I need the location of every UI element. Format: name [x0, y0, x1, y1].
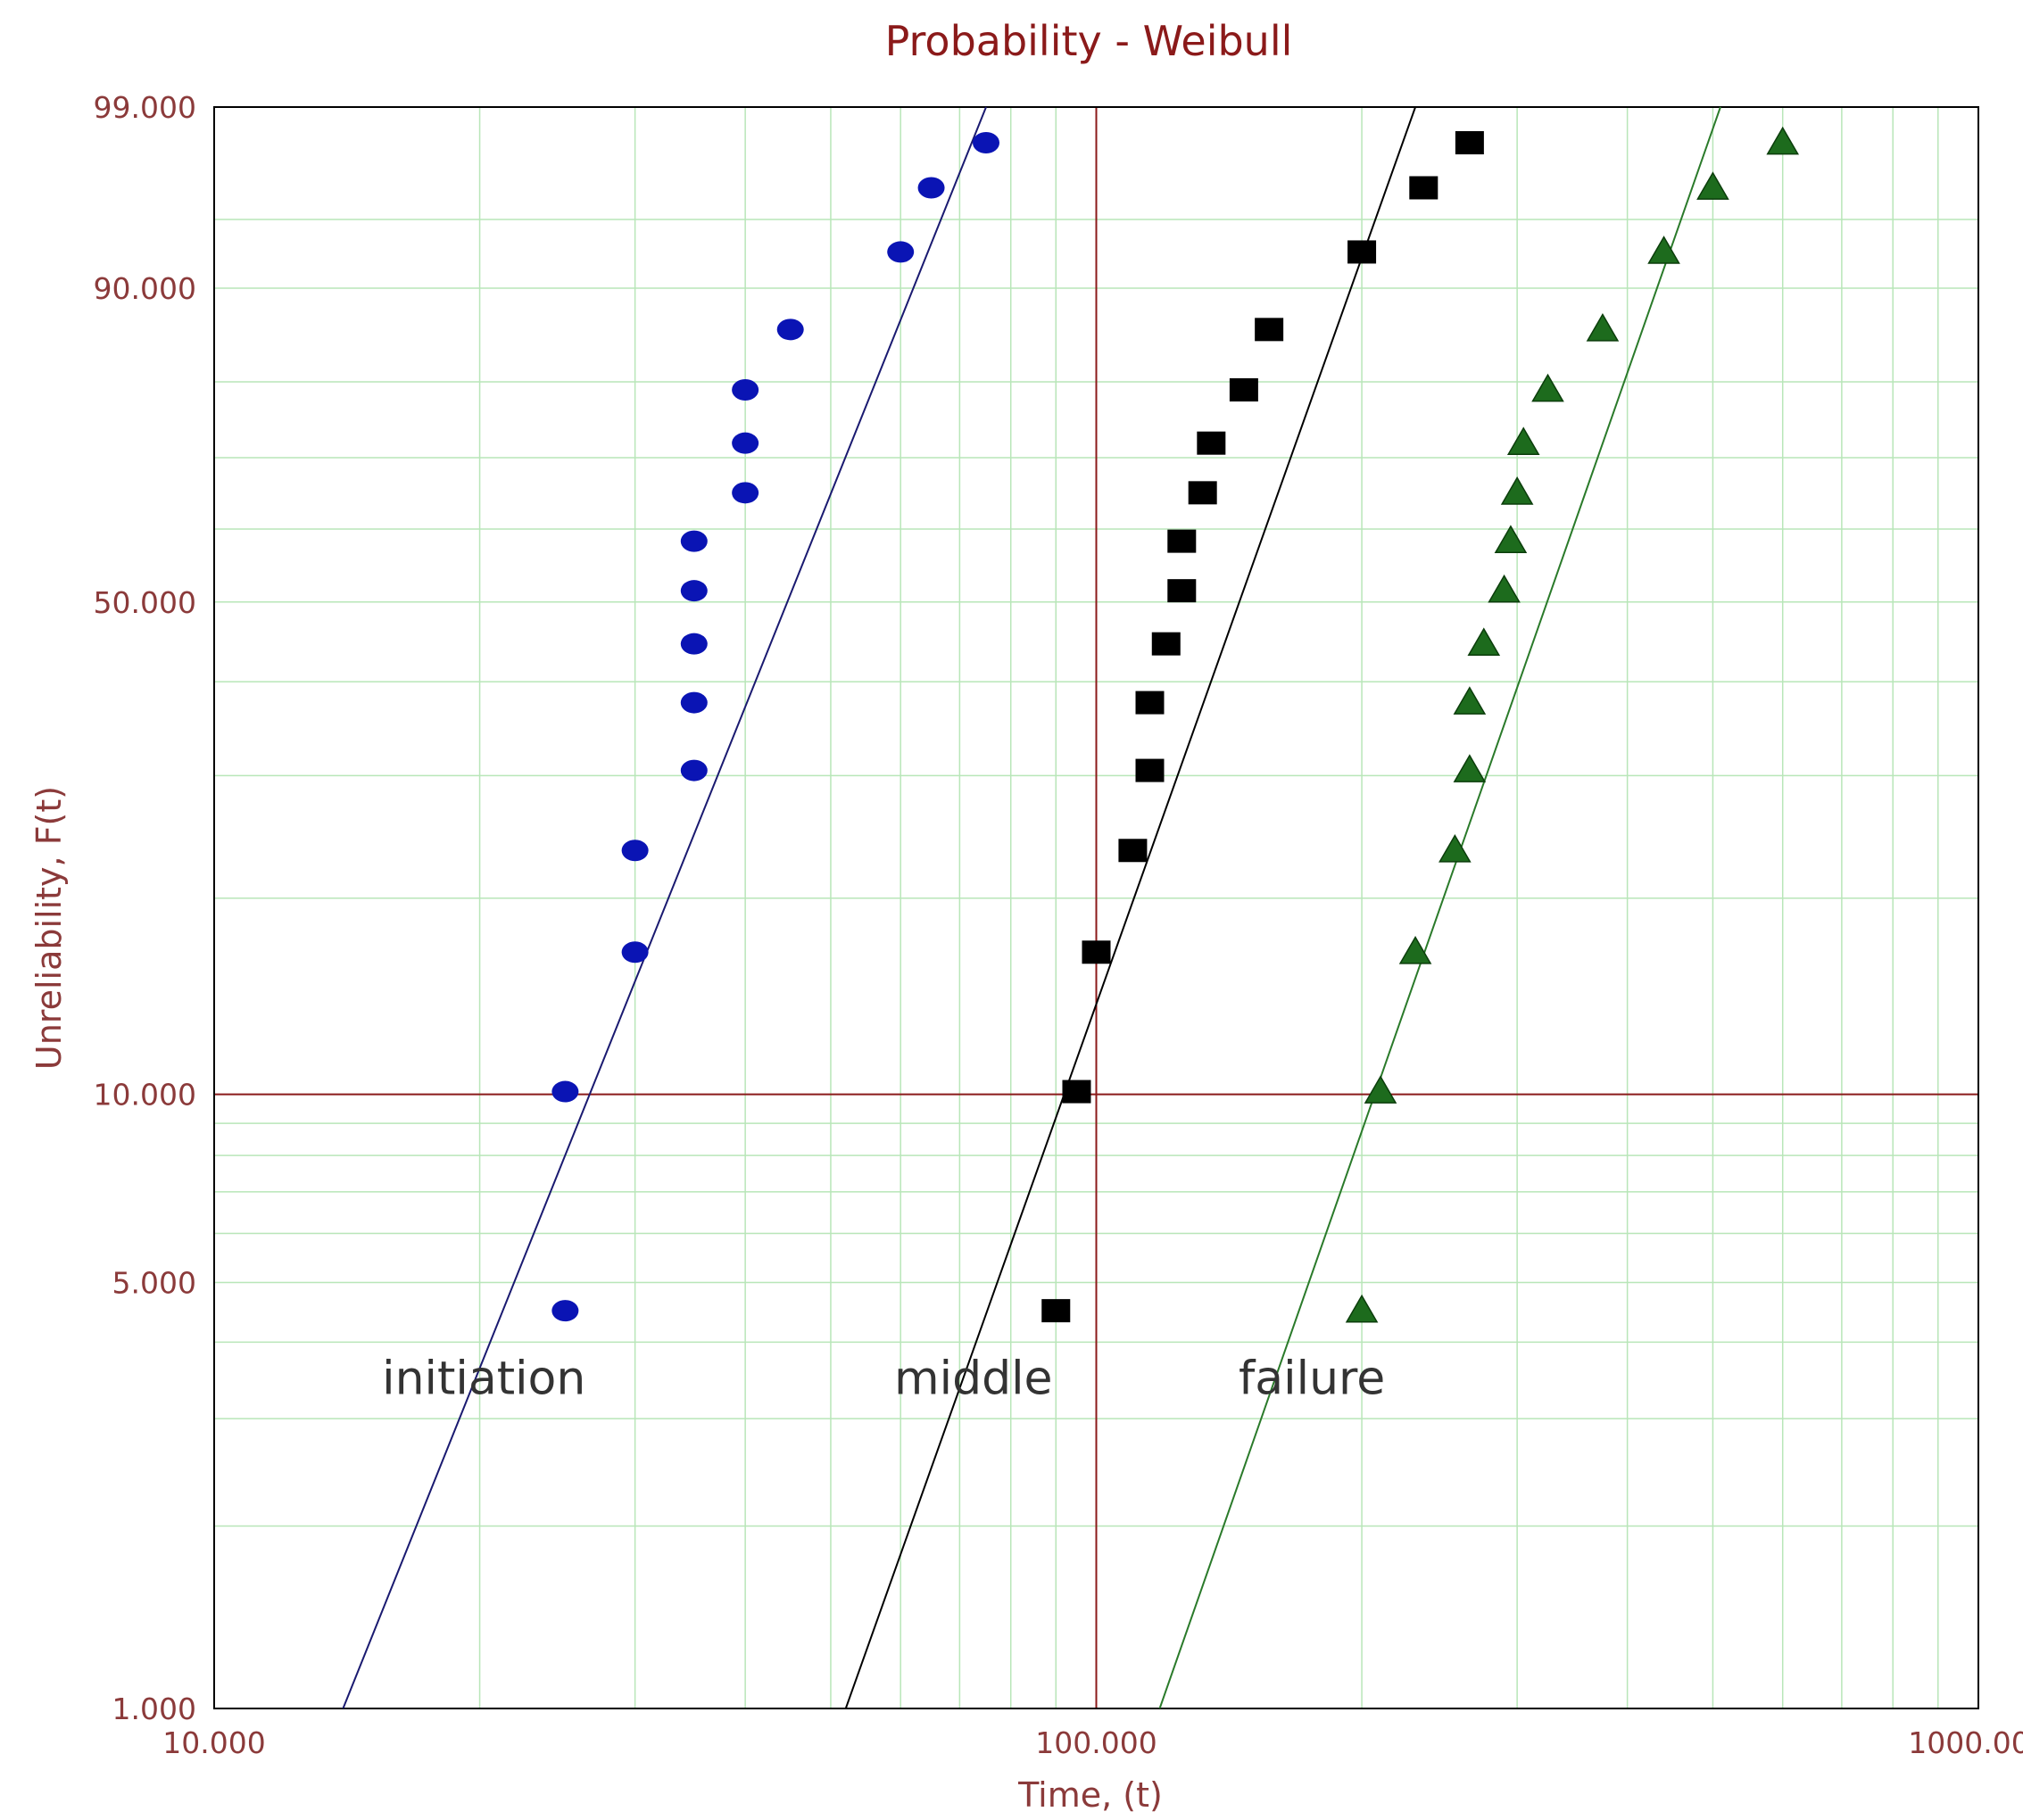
middle-point	[1135, 758, 1165, 782]
failure-point	[1438, 833, 1472, 863]
failure-point	[1398, 935, 1432, 964]
initiation-point	[621, 941, 649, 964]
middle-point	[1167, 579, 1197, 603]
middle-fit-line	[844, 106, 1417, 1709]
initiation-point	[917, 177, 945, 199]
failure-point	[1647, 236, 1680, 264]
failure-point	[1453, 754, 1487, 782]
y-tick-label: 5.000	[112, 1266, 196, 1301]
middle-point	[1455, 131, 1484, 155]
middle-point	[1082, 940, 1111, 964]
annotation-middle: middle	[894, 1352, 1053, 1405]
initiation-point	[972, 132, 999, 154]
initiation-point	[621, 840, 649, 862]
middle-point	[1409, 176, 1438, 200]
y-tick-label: 10.000	[94, 1078, 196, 1113]
failure-point	[1506, 426, 1540, 456]
initiation-point	[680, 633, 708, 655]
reference-lines	[214, 107, 1978, 1708]
middle-point	[1197, 431, 1226, 455]
middle-point	[1151, 632, 1181, 656]
y-tick-label: 1.000	[112, 1692, 196, 1726]
middle-point	[1347, 240, 1377, 264]
failure-point	[1453, 686, 1487, 715]
middle-point	[1135, 691, 1165, 715]
x-tick-labels: 10.000 100.000 1000.000	[162, 1725, 2023, 1760]
initiation-point	[551, 1300, 579, 1322]
y-tick-label: 99.000	[94, 90, 196, 125]
annotation-initiation: initiation	[382, 1352, 585, 1405]
middle-point	[1255, 318, 1284, 342]
failure-point	[1364, 1075, 1397, 1104]
failure-point	[1494, 525, 1528, 553]
initiation-point	[680, 530, 708, 552]
data-points	[551, 126, 1800, 1323]
failure-point	[1766, 126, 1800, 155]
failure-point	[1500, 476, 1534, 505]
y-axis-title: Unreliability, F(t)	[29, 786, 69, 1070]
failure-point	[1696, 171, 1729, 200]
y-tick-label: 50.000	[94, 585, 196, 620]
failure-point	[1467, 627, 1501, 657]
middle-point	[1062, 1080, 1091, 1104]
annotations: initiation middle failure	[382, 1352, 1385, 1405]
middle-point	[1229, 377, 1258, 401]
failure-point	[1531, 373, 1564, 402]
initiation-fit-line	[342, 106, 987, 1709]
initiation-point	[776, 318, 804, 341]
initiation-point	[551, 1080, 579, 1103]
initiation-point	[732, 482, 759, 504]
initiation-point	[732, 378, 759, 401]
y-tick-labels: 1.000 5.000 10.000 50.000 90.000 99.000	[94, 90, 196, 1726]
annotation-failure: failure	[1239, 1352, 1385, 1405]
middle-point	[1188, 481, 1217, 505]
chart-title: Probability - Weibull	[885, 17, 1293, 65]
plot-frame	[213, 106, 1979, 1709]
x-tick-label: 1000.000	[1908, 1725, 2023, 1760]
x-tick-label: 10.000	[162, 1725, 265, 1760]
failure-point	[1586, 313, 1620, 342]
y-tick-label: 90.000	[94, 271, 196, 306]
failure-point	[1345, 1294, 1379, 1323]
initiation-point	[680, 759, 708, 782]
failure-point	[1488, 574, 1521, 603]
x-axis-title: Time, (t)	[1017, 1775, 1163, 1815]
initiation-point	[887, 241, 915, 263]
failure-fit-line	[1158, 106, 1721, 1709]
middle-point	[1118, 839, 1148, 863]
middle-point	[1167, 529, 1197, 553]
middle-point	[1041, 1299, 1071, 1323]
initiation-point	[680, 580, 708, 602]
fit-lines	[342, 106, 1721, 1709]
x-tick-label: 100.000	[1035, 1725, 1157, 1760]
initiation-point	[680, 691, 708, 714]
initiation-point	[732, 432, 759, 454]
